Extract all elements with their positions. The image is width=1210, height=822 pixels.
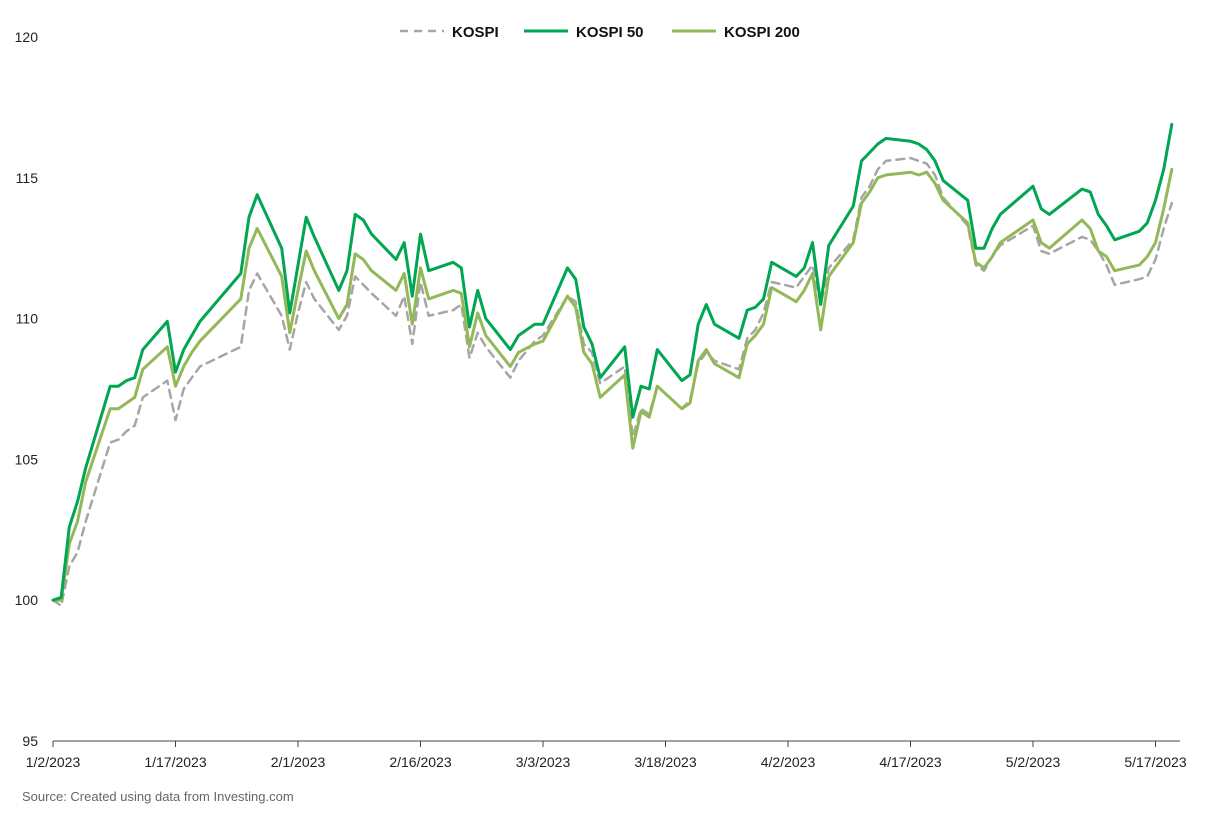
y-tick-label: 115 bbox=[16, 170, 39, 186]
x-tick-label: 3/3/2023 bbox=[516, 754, 571, 770]
y-axis-tick-labels: 95 100 105 110 115 120 bbox=[15, 29, 39, 749]
y-tick-label: 110 bbox=[16, 311, 39, 327]
series-line-kospi-50 bbox=[51, 122, 1174, 602]
x-tick-label: 1/17/2023 bbox=[144, 754, 206, 770]
x-tick-label: 1/2/2023 bbox=[26, 754, 81, 770]
x-tick-label: 3/18/2023 bbox=[634, 754, 696, 770]
series-lines bbox=[51, 122, 1174, 608]
x-tick-label: 2/16/2023 bbox=[389, 754, 451, 770]
y-tick-label: 100 bbox=[15, 592, 39, 608]
series-line-kospi bbox=[51, 156, 1174, 608]
y-tick-label: 120 bbox=[15, 29, 39, 45]
legend-label: KOSPI 50 bbox=[576, 24, 644, 41]
x-tick-label: 5/17/2023 bbox=[1124, 754, 1186, 770]
y-tick-label: 105 bbox=[15, 451, 39, 467]
chart-legend: KOSPI KOSPI 50 KOSPI 200 bbox=[400, 24, 800, 41]
source-note: Source: Created using data from Investin… bbox=[22, 789, 294, 804]
legend-label: KOSPI 200 bbox=[724, 24, 800, 41]
legend-label: KOSPI bbox=[452, 24, 499, 41]
x-tick-label: 4/17/2023 bbox=[879, 754, 941, 770]
x-axis: 1/2/2023 1/17/2023 2/1/2023 2/16/2023 3/3/20… bbox=[26, 740, 1187, 770]
x-tick-label: 4/2/2023 bbox=[761, 754, 816, 770]
x-tick-label: 5/2/2023 bbox=[1006, 754, 1061, 770]
y-tick-label: 95 bbox=[22, 733, 38, 749]
x-tick-label: 2/1/2023 bbox=[271, 754, 326, 770]
series-line-kospi-200 bbox=[51, 167, 1174, 602]
